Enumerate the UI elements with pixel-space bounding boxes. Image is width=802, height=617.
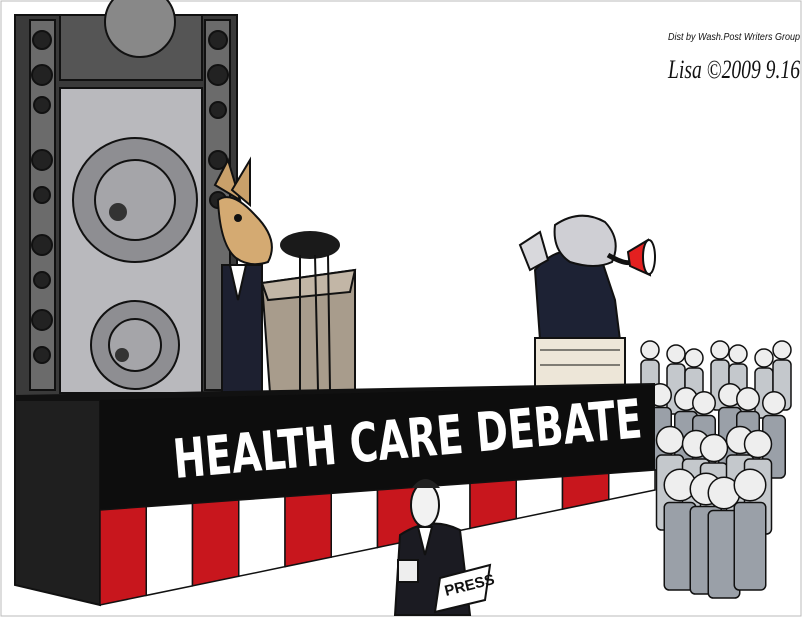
crowd-head xyxy=(684,348,704,368)
crowd-head xyxy=(710,340,730,360)
crowd-head xyxy=(754,348,774,368)
crowd-head xyxy=(772,340,792,360)
speaker-tower xyxy=(14,0,238,401)
podium xyxy=(260,231,357,394)
distributor-credit: Dist by Wash.Post Writers Group xyxy=(668,32,800,43)
crowd-head xyxy=(728,344,748,364)
stripe xyxy=(99,505,147,606)
crowd-head xyxy=(733,468,767,502)
crowd xyxy=(640,340,792,599)
signature: Lisa ©2009 9.16 xyxy=(667,55,800,84)
crowd-head xyxy=(640,340,660,360)
crowd-body xyxy=(733,501,767,591)
crowd-head xyxy=(743,429,773,459)
stripe xyxy=(191,499,240,587)
stripe xyxy=(145,502,194,597)
crowd-head xyxy=(666,344,686,364)
crowd-head xyxy=(762,391,786,415)
stage xyxy=(14,383,656,607)
stripe xyxy=(330,489,379,559)
stripe xyxy=(284,492,332,568)
crowd-head xyxy=(692,391,716,415)
stripe xyxy=(608,469,656,501)
press-reporter xyxy=(393,479,492,616)
stripe xyxy=(238,495,286,578)
crowd-head xyxy=(699,433,729,463)
crowd-head xyxy=(655,425,685,455)
crowd-head xyxy=(736,387,760,411)
